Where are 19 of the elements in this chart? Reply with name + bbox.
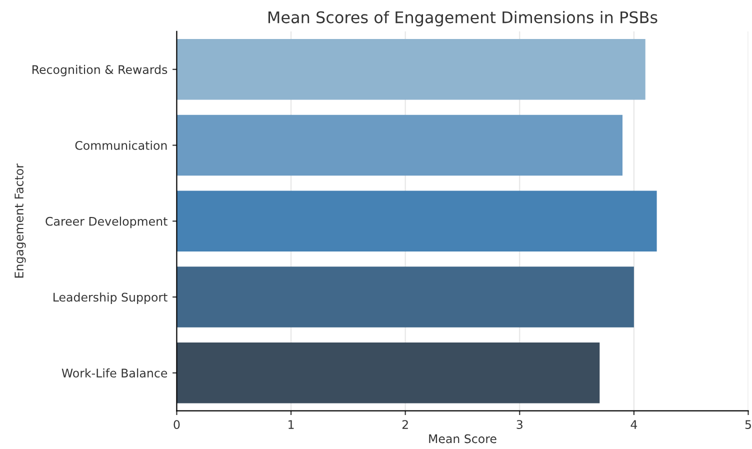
x-axis-title: Mean Score (429, 434, 496, 444)
chart-title: Mean Scores of Engagement Dimensions in PSBs (268, 10, 658, 26)
bar (176, 190, 657, 252)
x-tick-label: 0 (174, 420, 180, 429)
y-tick-label: Communication (75, 140, 167, 150)
x-tick-label: 5 (745, 420, 751, 429)
y-tick-label: Work-Life Balance (62, 368, 168, 378)
y-tick-label: Recognition & Rewards (32, 64, 168, 76)
x-tick-label: 1 (288, 420, 294, 429)
x-tick-label: 3 (516, 420, 522, 429)
y-tick-label: Career Development (46, 216, 168, 228)
bar (176, 114, 623, 176)
bar (176, 342, 600, 404)
bar (176, 39, 646, 100)
y-tick-label: Leadership Support (54, 292, 168, 304)
y-axis-title: Engagement Factor (14, 164, 26, 278)
x-tick-label: 4 (630, 420, 638, 429)
x-tick-label: 2 (402, 420, 408, 429)
bar (176, 266, 634, 328)
